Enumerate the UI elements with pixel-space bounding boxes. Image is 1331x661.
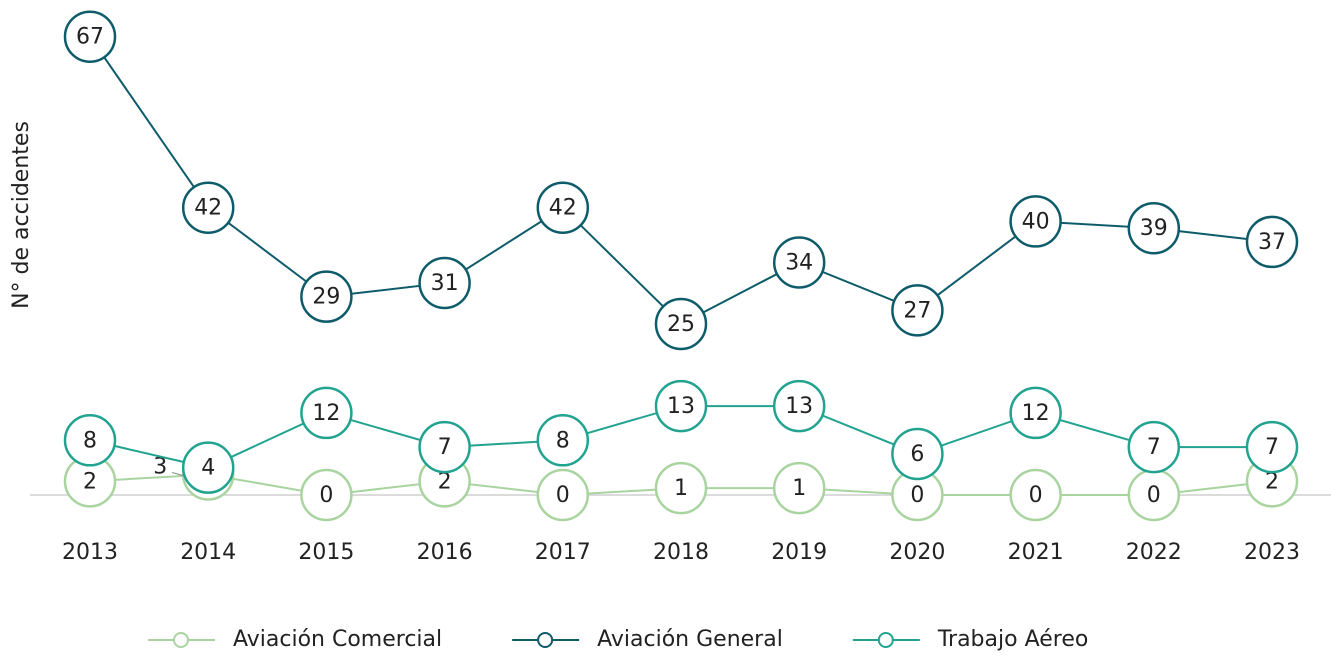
legend-marker bbox=[877, 632, 894, 648]
data-label: 0 bbox=[556, 483, 570, 508]
x-tick-label: 2021 bbox=[1008, 540, 1064, 565]
point bbox=[1127, 201, 1181, 255]
x-tick-label: 2014 bbox=[180, 540, 236, 565]
data-label: 39 bbox=[1140, 216, 1168, 241]
data-label: 6 bbox=[910, 442, 924, 467]
data-label: 29 bbox=[312, 285, 340, 310]
x-tick-label: 2015 bbox=[298, 540, 354, 565]
data-label: 8 bbox=[556, 428, 570, 453]
x-tick-label: 2017 bbox=[535, 540, 591, 565]
point bbox=[1245, 420, 1299, 474]
data-label: 34 bbox=[785, 250, 813, 275]
legend-marker bbox=[173, 632, 189, 648]
data-label: 4 bbox=[201, 456, 215, 481]
point bbox=[536, 468, 590, 522]
data-label: 40 bbox=[1022, 209, 1050, 234]
data-label: 13 bbox=[785, 394, 813, 419]
point bbox=[654, 297, 708, 351]
y-axis-label: N° de accidentes bbox=[9, 121, 34, 309]
data-label: 1 bbox=[674, 476, 688, 501]
point bbox=[300, 468, 353, 522]
point bbox=[654, 461, 708, 515]
point bbox=[418, 256, 471, 310]
legend-marker bbox=[537, 632, 554, 648]
legend-label: Trabajo Aéreo bbox=[937, 627, 1089, 652]
point bbox=[1009, 386, 1062, 440]
point bbox=[300, 386, 353, 440]
x-tick-label: 2019 bbox=[771, 540, 827, 565]
point bbox=[1009, 468, 1062, 522]
point bbox=[63, 414, 117, 467]
data-label: 7 bbox=[1265, 435, 1279, 460]
point bbox=[772, 379, 826, 433]
data-label: 7 bbox=[1147, 435, 1161, 460]
x-tick-label: 2013 bbox=[62, 540, 118, 565]
x-tick-label: 2020 bbox=[889, 540, 945, 565]
legend-label: Aviación Comercial bbox=[233, 627, 442, 652]
data-label: 25 bbox=[667, 312, 695, 337]
point bbox=[181, 441, 235, 494]
x-tick-label: 2022 bbox=[1126, 540, 1182, 565]
data-label: 67 bbox=[76, 25, 104, 50]
point bbox=[891, 427, 944, 481]
data-label: 27 bbox=[903, 298, 931, 323]
point bbox=[654, 379, 708, 433]
data-label: 12 bbox=[312, 401, 340, 426]
data-label: 2 bbox=[1265, 469, 1279, 494]
point bbox=[536, 414, 590, 467]
data-label: 3 bbox=[153, 454, 167, 479]
point bbox=[1245, 215, 1299, 269]
data-label: 1 bbox=[792, 476, 806, 501]
point bbox=[772, 461, 826, 515]
data-label: 2 bbox=[438, 469, 452, 494]
data-label: 42 bbox=[194, 196, 222, 221]
x-tick-label: 2023 bbox=[1244, 540, 1300, 565]
point bbox=[1009, 195, 1062, 248]
data-label: 2 bbox=[83, 469, 97, 494]
point bbox=[772, 236, 826, 289]
legend-label: Aviación General bbox=[597, 627, 783, 652]
data-label: 0 bbox=[1029, 483, 1043, 508]
data-label: 42 bbox=[549, 196, 577, 221]
data-label: 0 bbox=[910, 483, 924, 508]
data-label: 12 bbox=[1022, 401, 1050, 426]
point bbox=[536, 181, 590, 234]
series-line bbox=[89, 36, 1273, 326]
point bbox=[300, 270, 353, 323]
point bbox=[891, 284, 944, 337]
data-label: 13 bbox=[667, 394, 695, 419]
point bbox=[181, 181, 235, 234]
x-tick-label: 2018 bbox=[653, 540, 709, 565]
data-label: 0 bbox=[319, 483, 333, 508]
data-label: 0 bbox=[1147, 483, 1161, 508]
data-label: 31 bbox=[431, 271, 459, 296]
data-label: 8 bbox=[83, 428, 97, 453]
data-label: 37 bbox=[1258, 230, 1286, 255]
point bbox=[418, 420, 471, 474]
x-tick-label: 2016 bbox=[417, 540, 473, 565]
data-label: 7 bbox=[438, 435, 452, 460]
point bbox=[1127, 420, 1181, 474]
point bbox=[63, 10, 117, 63]
